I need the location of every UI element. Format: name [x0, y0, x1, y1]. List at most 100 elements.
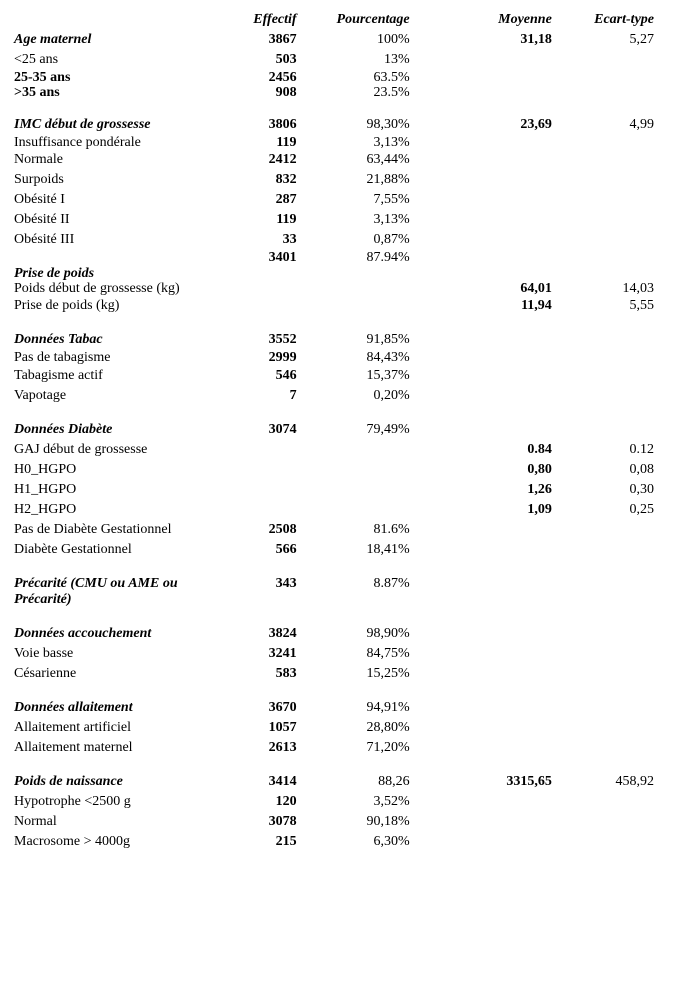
section-age: Age maternel 3867 100% 31,18 5,27	[10, 30, 664, 50]
cesar-pct: 15,25%	[317, 664, 460, 684]
tabac-eff: 3552	[214, 330, 316, 350]
voie-pct: 84,75%	[317, 644, 460, 664]
poids-debut-moy: 64,01	[460, 281, 562, 296]
row-poids-prise: Prise de poids (kg) 11,94 5,55	[10, 296, 664, 316]
diabete-gaj-ect: 0.12	[562, 440, 664, 460]
diabete-pct: 79,49%	[317, 420, 460, 440]
hypo-pct: 3,52%	[317, 792, 460, 812]
age-gt35-eff: 908	[214, 85, 316, 100]
label-imc-ob3: Obésité III	[10, 230, 214, 250]
row-age-gt35: >35 ans 908 23.5%	[10, 85, 664, 100]
row-imc-ob1: Obésité I 287 7,55%	[10, 190, 664, 210]
header-ecart-type: Ecart-type	[562, 10, 664, 30]
row-imc-ob2: Obésité II 119 3,13%	[10, 210, 664, 230]
age-2535-eff: 2456	[214, 70, 316, 85]
diabete-h1-moy: 1,26	[460, 480, 562, 500]
label-diabete-pas: Pas de Diabète Gestationnel	[10, 520, 214, 540]
row-naissance-normal: Normal 3078 90,18%	[10, 812, 664, 832]
label-age: Age maternel	[10, 30, 214, 50]
poids-prise-moy: 11,94	[460, 296, 562, 316]
age-2535-pct: 63.5%	[317, 70, 460, 85]
label-cesarienne: Césarienne	[10, 664, 214, 684]
naissance-ect: 458,92	[562, 772, 664, 792]
voie-eff: 3241	[214, 644, 316, 664]
imc-ob3-eff: 33	[214, 230, 316, 250]
label-imc-ob2: Obésité II	[10, 210, 214, 230]
row-diabete-dg: Diabète Gestationnel 566 18,41%	[10, 540, 664, 560]
row-tabac-vapo: Vapotage 7 0,20%	[10, 386, 664, 406]
cesar-eff: 583	[214, 664, 316, 684]
age-lt25-eff: 503	[214, 50, 316, 70]
row-macrosome: Macrosome > 4000g 215 6,30%	[10, 832, 664, 852]
label-imc-insuf: Insuffisance pondérale	[10, 135, 214, 150]
header-moyenne: Moyenne	[460, 10, 562, 30]
label-age-2535: 25-35 ans	[10, 70, 214, 85]
imc-ob3-pct: 0,87%	[317, 230, 460, 250]
accouch-pct: 98,90%	[317, 624, 460, 644]
row-allaitement-matern: Allaitement maternel 2613 71,20%	[10, 738, 664, 758]
label-imc-ob1: Obésité I	[10, 190, 214, 210]
row-poids-debut: Poids début de grossesse (kg) 64,01 14,0…	[10, 281, 664, 296]
naissance-eff: 3414	[214, 772, 316, 792]
section-naissance: Poids de naissance 3414 88,26 3315,65 45…	[10, 772, 664, 792]
row-tabac-actif: Tabagisme actif 546 15,37%	[10, 366, 664, 386]
age-ect: 5,27	[562, 30, 664, 50]
poids-debut-ect: 14,03	[562, 281, 664, 296]
stats-table: Effectif Pourcentage Moyenne Ecart-type …	[10, 10, 664, 852]
label-age-gt35: >35 ans	[10, 85, 214, 100]
diabete-h0-moy: 0,80	[460, 460, 562, 480]
label-poids-debut: Poids début de grossesse (kg)	[10, 281, 214, 296]
diabete-gaj-moy: 0.84	[460, 440, 562, 460]
row-imc-ob3: Obésité III 33 0,87%	[10, 230, 664, 250]
label-tabac: Données Tabac	[10, 330, 214, 350]
tabac-pct: 91,85%	[317, 330, 460, 350]
label-hypotrophe: Hypotrophe <2500 g	[10, 792, 214, 812]
imc-normale-eff: 2412	[214, 150, 316, 170]
row-imc-insuf: Insuffisance pondérale 119 3,13%	[10, 135, 664, 150]
row-age-2535: 25-35 ans 2456 63.5%	[10, 70, 664, 85]
age-moy: 31,18	[460, 30, 562, 50]
normal-pct: 90,18%	[317, 812, 460, 832]
section-accouchement: Données accouchement 3824 98,90%	[10, 624, 664, 644]
label-diabete-dg: Diabète Gestationnel	[10, 540, 214, 560]
section-diabete: Données Diabète 3074 79,49%	[10, 420, 664, 440]
label-imc-normale: Normale	[10, 150, 214, 170]
label-diabete-h0: H0_HGPO	[10, 460, 214, 480]
label-allaitement: Données allaitement	[10, 698, 214, 718]
label-imc-surpoids: Surpoids	[10, 170, 214, 190]
allaitement-pct: 94,91%	[317, 698, 460, 718]
label-tabac-pas: Pas de tabagisme	[10, 350, 214, 365]
label-age-lt25: <25 ans	[10, 50, 214, 70]
normal-eff: 3078	[214, 812, 316, 832]
section-allaitement: Données allaitement 3670 94,91%	[10, 698, 664, 718]
imc-ob1-eff: 287	[214, 190, 316, 210]
row-diabete-h1: H1_HGPO 1,26 0,30	[10, 480, 664, 500]
poids-prise-ect: 5,55	[562, 296, 664, 316]
header-effectif: Effectif	[214, 10, 316, 30]
tabac-actif-pct: 15,37%	[317, 366, 460, 386]
imc-ob2-eff: 119	[214, 210, 316, 230]
section-poids: Prise de poids	[10, 266, 664, 281]
header-row: Effectif Pourcentage Moyenne Ecart-type	[10, 10, 664, 30]
imc-ob1-pct: 7,55%	[317, 190, 460, 210]
row-prise-sum: 3401 87.94%	[10, 250, 664, 265]
allaitement-eff: 3670	[214, 698, 316, 718]
accouch-eff: 3824	[214, 624, 316, 644]
diabete-pas-eff: 2508	[214, 520, 316, 540]
age-lt25-pct: 13%	[317, 50, 460, 70]
label-allaitement-matern: Allaitement maternel	[10, 738, 214, 758]
macro-pct: 6,30%	[317, 832, 460, 852]
imc-normale-pct: 63,44%	[317, 150, 460, 170]
diabete-h2-moy: 1,09	[460, 500, 562, 520]
imc-eff: 3806	[214, 115, 316, 135]
diabete-h0-ect: 0,08	[562, 460, 664, 480]
imc-ob2-pct: 3,13%	[317, 210, 460, 230]
diabete-dg-eff: 566	[214, 540, 316, 560]
header-pourcentage: Pourcentage	[317, 10, 460, 30]
label-poids: Prise de poids	[10, 266, 214, 281]
hypo-eff: 120	[214, 792, 316, 812]
label-voie-basse: Voie basse	[10, 644, 214, 664]
row-age-lt25: <25 ans 503 13%	[10, 50, 664, 70]
label-tabac-actif: Tabagisme actif	[10, 366, 214, 386]
row-diabete-gaj: GAJ début de grossesse 0.84 0.12	[10, 440, 664, 460]
